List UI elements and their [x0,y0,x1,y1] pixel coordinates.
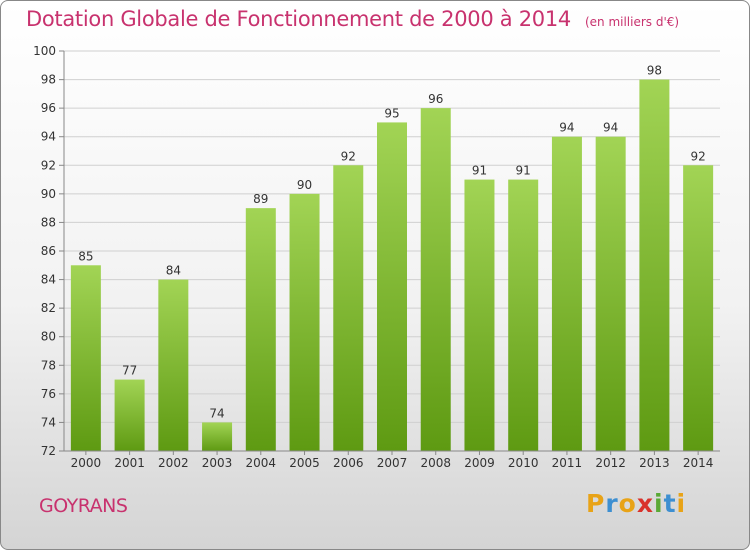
bar [595,136,626,451]
value-label: 95 [384,106,399,120]
x-tick-label: 2011 [552,456,583,470]
bars: 85 77 84 74 89 90 92 95 96 91 91 94 94 98 92 [70,64,714,452]
y-tick-label: 94 [41,130,56,144]
value-label: 92 [690,149,705,163]
y-axis: 72 74 76 78 80 82 84 86 88 90 92 94 96 98 100 [33,44,65,458]
logo-letter: i [654,489,664,518]
x-tick-label: 2013 [639,456,670,470]
y-tick-label: 76 [41,387,56,401]
y-tick-label: 80 [41,330,56,344]
bar [508,179,539,452]
value-label: 94 [603,121,618,135]
bar [377,122,407,451]
bar [245,208,276,451]
y-tick-label: 98 [41,73,56,87]
x-tick-label: 2010 [508,456,539,470]
value-label: 90 [297,178,312,192]
x-tick-label: 2005 [289,456,320,470]
bar [289,193,320,451]
y-tick-label: 74 [41,415,56,429]
y-tick-label: 86 [41,244,56,258]
logo-letter: t [663,489,677,518]
bar [551,136,582,451]
bar [639,79,670,452]
x-tick-label: 2007 [377,456,408,470]
y-tick-label: 92 [41,158,56,172]
logo-letter: o [618,489,637,518]
logo-letter: i [676,489,687,518]
y-tick-label: 72 [41,444,56,458]
value-label: 91 [472,164,487,178]
y-tick-label: 96 [41,101,56,115]
bar [420,108,451,452]
title-text: Dotation Globale de Fonctionnement de 20… [26,7,571,31]
y-tick-label: 82 [41,301,56,315]
value-label: 74 [209,406,224,420]
bar [114,379,145,451]
x-tick-label: 2003 [202,456,233,470]
value-label: 84 [166,264,181,278]
logo-letter: r [605,489,619,518]
value-label: 77 [122,364,137,378]
value-label: 85 [78,249,93,263]
bar [70,265,101,451]
value-label: 94 [559,121,574,135]
x-tick-label: 2006 [333,456,364,470]
chart-title: Dotation Globale de Fonctionnement de 20… [26,7,679,31]
x-tick-label: 2014 [683,456,714,470]
value-label: 89 [253,192,268,206]
value-label: 98 [647,64,662,78]
y-tick-label: 78 [41,358,56,372]
bar [464,179,495,452]
y-tick-label: 100 [33,44,56,58]
value-label: 96 [428,92,443,106]
bar [202,422,233,451]
x-tick-label: 2001 [114,456,145,470]
bar [158,279,189,451]
x-tick-label: 2000 [71,456,102,470]
x-axis: 2000 2001 2002 2003 2004 2005 2006 2007 2008 2009… [64,450,720,470]
value-label: 92 [341,149,356,163]
x-tick-label: 2004 [246,456,277,470]
x-tick-label: 2009 [464,456,495,470]
y-tick-label: 88 [41,215,56,229]
commune-name: GOYRANS [39,495,128,517]
bar [333,165,364,452]
x-tick-label: 2012 [595,456,626,470]
y-tick-label: 84 [41,273,56,287]
y-tick-label: 90 [41,187,56,201]
value-label: 91 [516,164,531,178]
x-tick-label: 2002 [158,456,189,470]
unit-label: (en milliers d'€) [584,15,680,29]
bar [683,165,714,452]
x-tick-label: 2008 [420,456,451,470]
logo-letter: P [586,489,606,518]
proxiti-logo[interactable]: Proxiti [586,489,686,518]
logo-letter: x [636,489,654,518]
